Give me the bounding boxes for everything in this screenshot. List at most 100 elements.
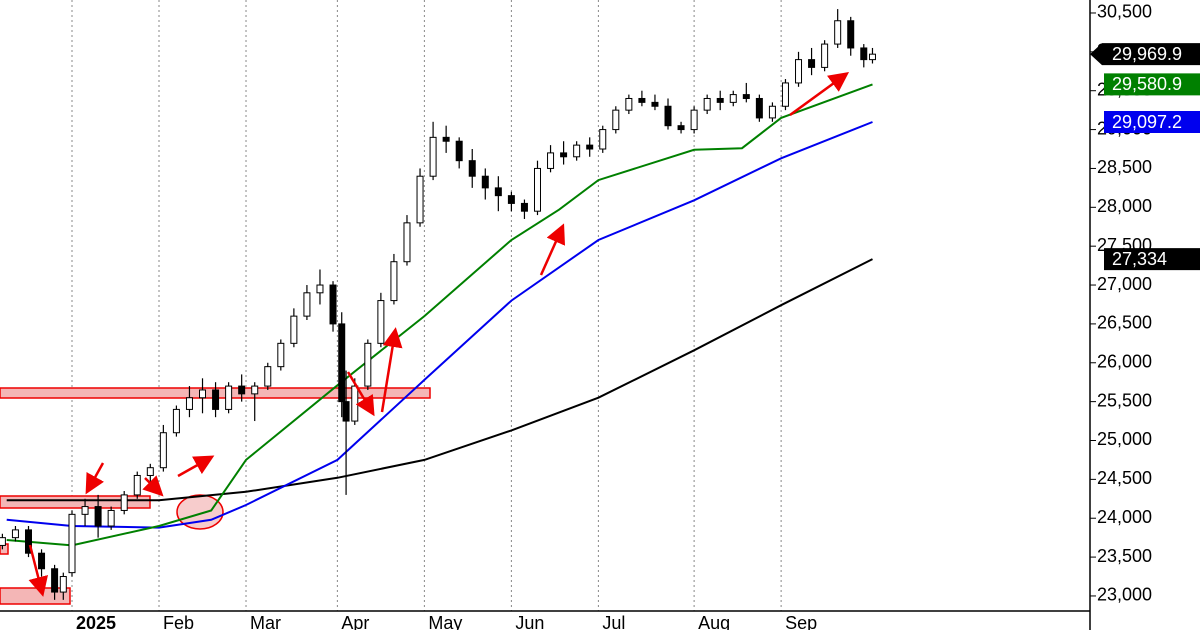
candle-body	[586, 144, 594, 150]
price-label: 29,969.9	[1112, 44, 1182, 64]
candle-body	[416, 175, 424, 224]
candle-body	[11, 529, 19, 539]
plot	[0, 9, 876, 600]
candle-body	[612, 109, 620, 131]
x-tick-label: Feb	[163, 613, 194, 630]
y-tick-label: 26,000	[1097, 352, 1152, 372]
candle-body	[533, 167, 541, 212]
price-label: 27,334	[1112, 249, 1167, 269]
candle-body	[442, 136, 450, 142]
candle-body	[768, 105, 776, 119]
candle-body	[277, 342, 285, 368]
arrow	[177, 455, 215, 478]
candle-body	[429, 136, 437, 177]
candle-body	[377, 300, 385, 344]
y-tick-label: 25,500	[1097, 390, 1152, 410]
candle-body	[146, 467, 154, 476]
candle-body	[342, 401, 350, 422]
candle-body	[133, 474, 141, 496]
x-tick-label: 2025	[76, 613, 116, 630]
candle-body	[560, 152, 568, 158]
x-tick-label: Apr	[341, 613, 369, 630]
candle-body	[716, 97, 724, 103]
candle-body	[494, 187, 502, 197]
candle-body	[690, 109, 698, 131]
y-tick-label: 28,000	[1097, 196, 1152, 216]
candle-body	[403, 222, 411, 263]
candle-body	[834, 20, 842, 45]
candle-body	[455, 140, 463, 162]
candle-body	[677, 125, 685, 131]
y-tick-label: 24,500	[1097, 468, 1152, 488]
candle-body	[212, 389, 220, 410]
candle-body	[599, 129, 607, 150]
candle-body	[24, 529, 32, 554]
x-tick-label: Sep	[785, 613, 817, 630]
candle-body	[329, 284, 337, 325]
price-label-bg	[1104, 73, 1200, 96]
arrow	[346, 371, 375, 417]
arrow	[380, 327, 403, 413]
candle-body	[573, 144, 581, 158]
candle-body	[729, 94, 737, 103]
candle-body	[290, 315, 298, 344]
candle-body	[742, 94, 750, 99]
x-tick-label: Aug	[698, 613, 730, 630]
y-tick-label: 23,000	[1097, 585, 1152, 605]
arrow	[539, 223, 566, 276]
candle-body	[199, 389, 207, 399]
candle-body	[664, 105, 672, 127]
candle-body	[316, 284, 324, 294]
zone	[0, 587, 71, 605]
candle-body	[755, 97, 763, 119]
arrows	[28, 72, 850, 597]
moving-average	[6, 258, 873, 502]
y-tick-label: 30,500	[1097, 2, 1152, 22]
candle-body	[507, 195, 515, 204]
arrow	[142, 475, 164, 497]
price-label-bg	[1090, 43, 1200, 66]
x-tick-label: May	[428, 613, 462, 630]
candle-body	[638, 97, 646, 103]
candle-body	[107, 509, 115, 527]
y-tick-label: 28,500	[1097, 157, 1152, 177]
moving-average	[6, 121, 873, 529]
candle-body	[860, 47, 868, 61]
candle-body	[468, 160, 476, 177]
candle-body	[481, 175, 489, 189]
candle-body	[251, 385, 259, 395]
candle-body	[81, 506, 89, 515]
price-label: 29,097.2	[1112, 112, 1182, 132]
y-tick-label: 23,500	[1097, 546, 1152, 566]
candle-body	[303, 292, 311, 317]
arrow	[789, 72, 850, 117]
candle-body	[351, 385, 359, 422]
candle-body	[868, 53, 876, 61]
arrow	[28, 544, 48, 597]
price-label-bg	[1104, 111, 1200, 134]
candle-body	[51, 568, 59, 593]
y-tick-label: 24,000	[1097, 507, 1152, 527]
candle-body	[390, 261, 398, 302]
candle-body	[94, 506, 102, 527]
candle-body	[703, 97, 711, 111]
candle-body	[651, 101, 659, 107]
arrow	[85, 462, 105, 495]
candle-body	[821, 43, 829, 68]
zone	[0, 495, 151, 509]
candle-body	[159, 432, 167, 469]
candle-body	[338, 323, 346, 403]
candle-body	[68, 513, 76, 574]
candle-body	[808, 59, 816, 68]
y-tick-label: 27,000	[1097, 274, 1152, 294]
candle-body	[120, 494, 128, 511]
candle-body	[238, 385, 246, 395]
candle-body	[59, 576, 67, 593]
y-tick-label: 26,500	[1097, 313, 1152, 333]
price-label-bg	[1104, 248, 1200, 271]
candle-body	[38, 552, 46, 570]
axes: 2025 Feb Mar Apr May Jun Jul Aug Sep 23,000 23,500…	[76, 2, 1200, 630]
candle-body	[625, 97, 633, 111]
